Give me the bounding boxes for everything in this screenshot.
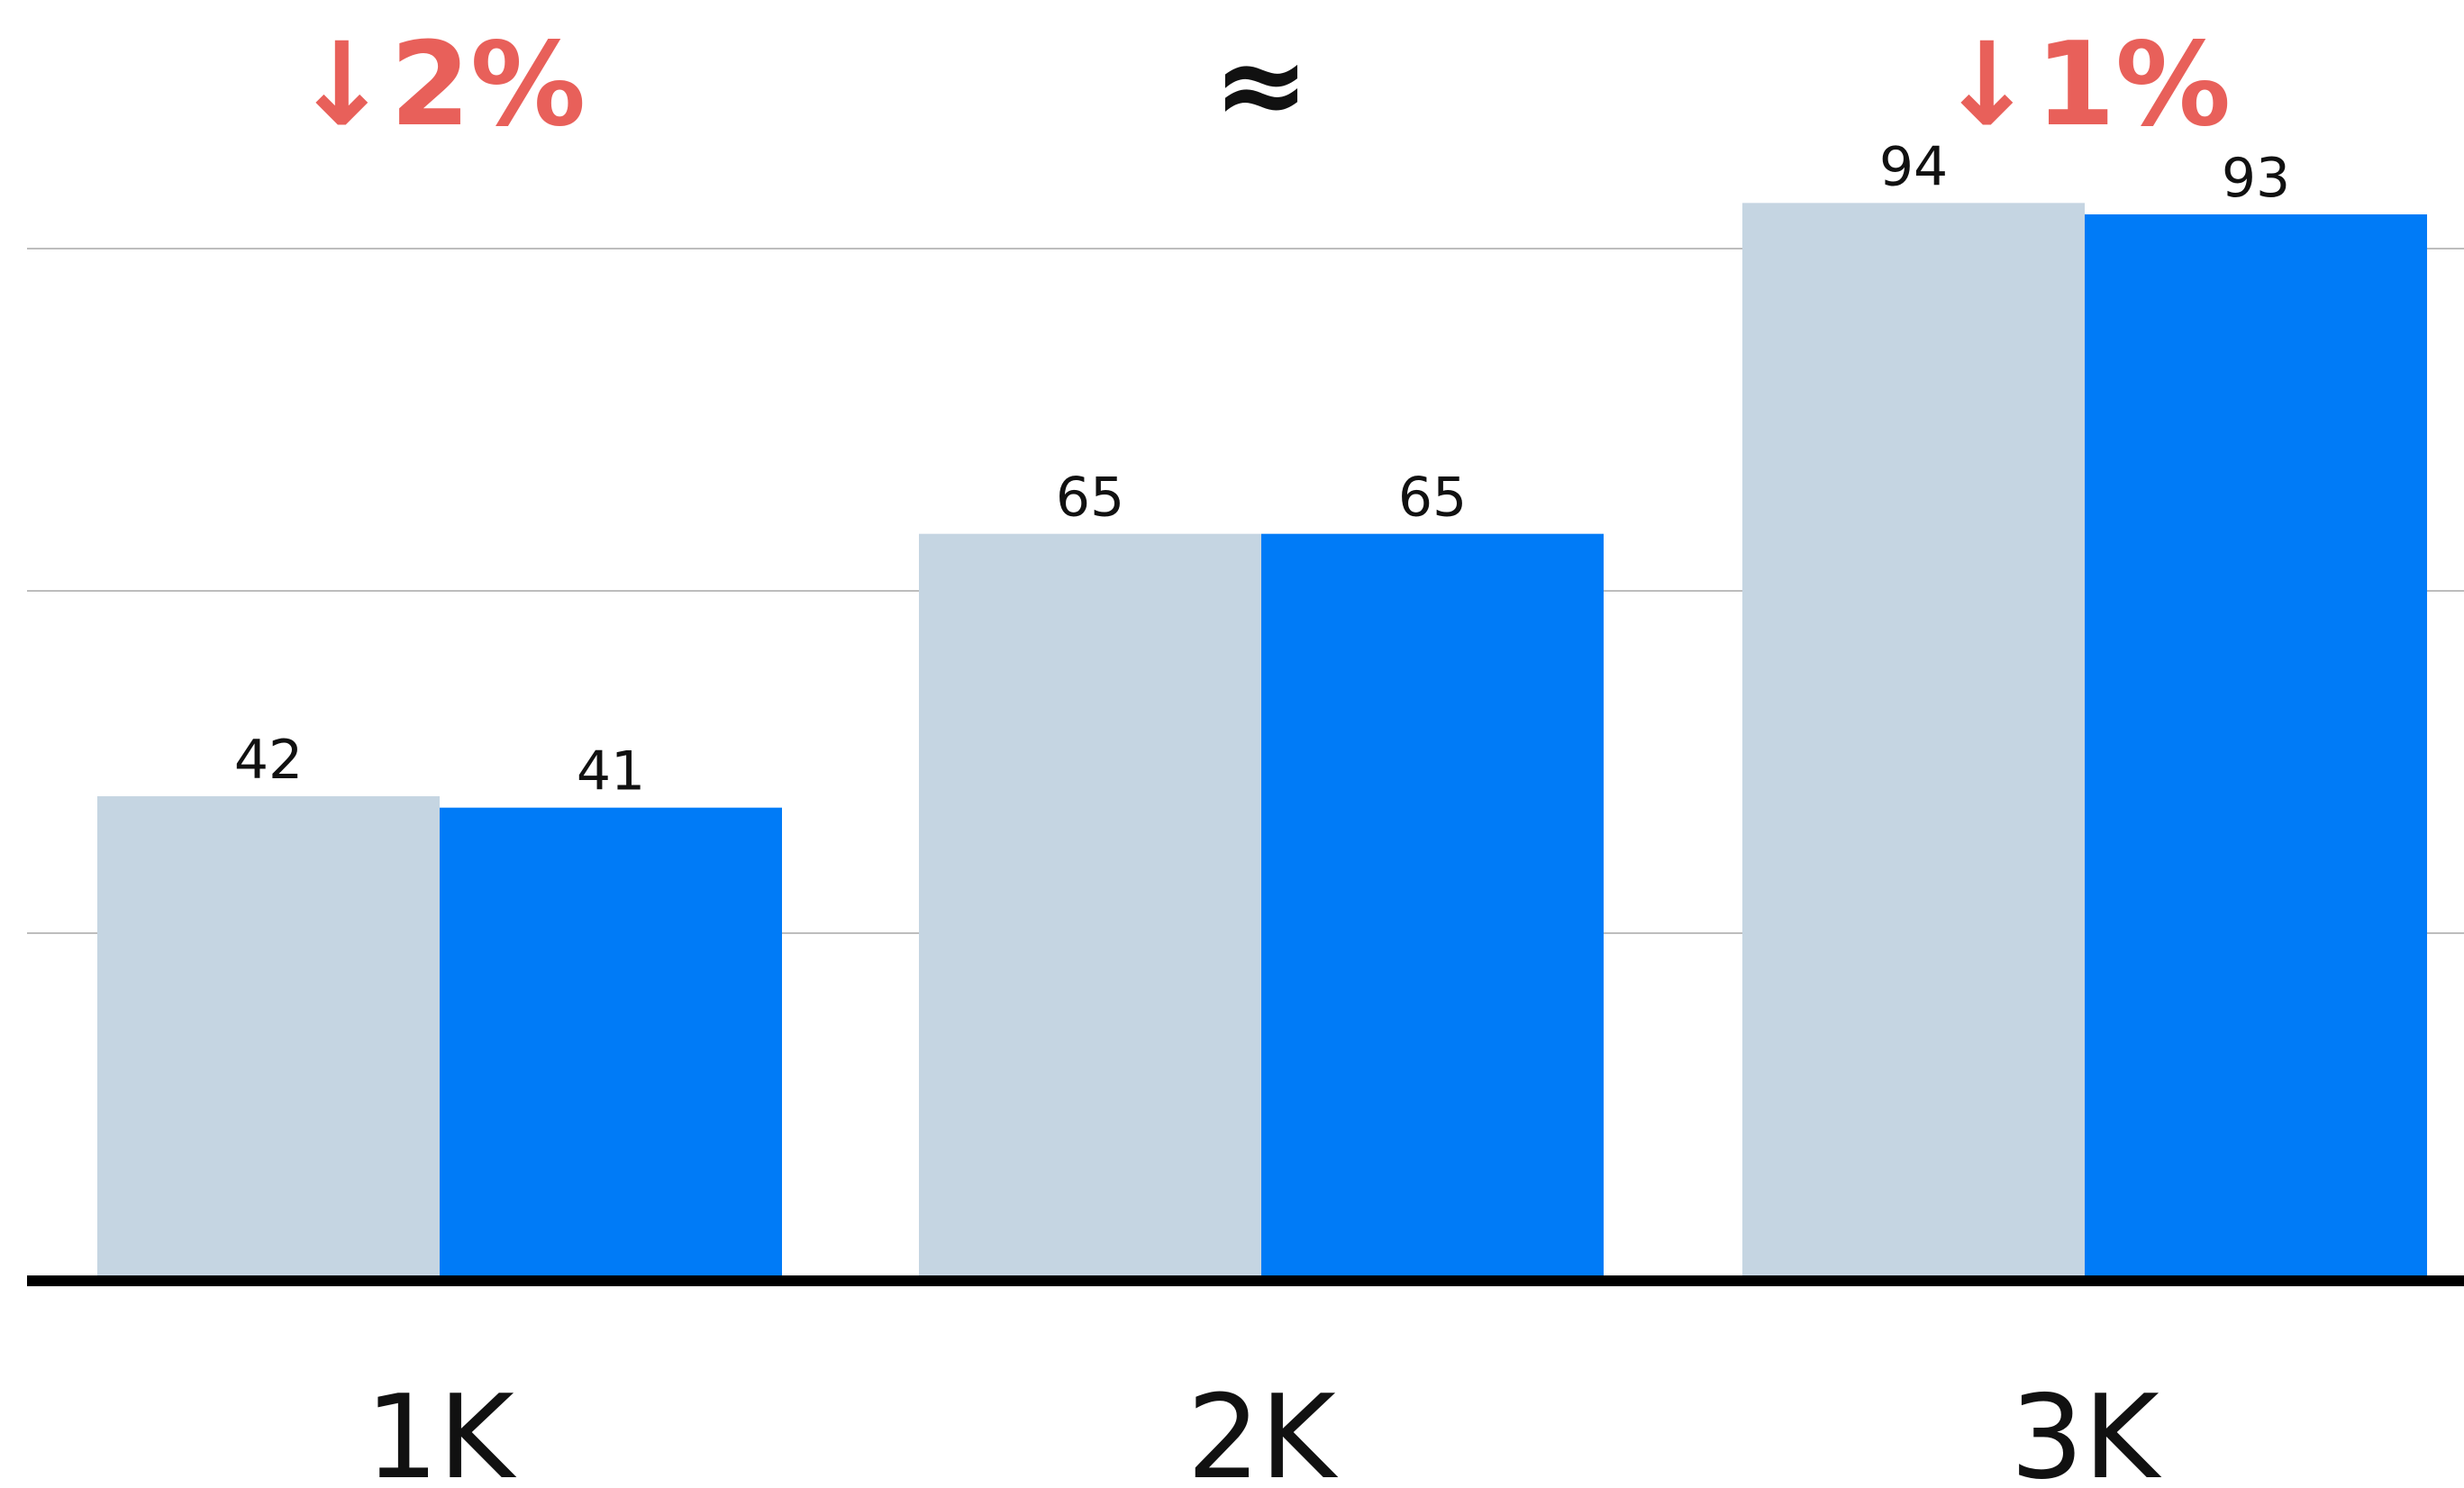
category-label-3K: 3K	[2010, 1371, 2161, 1488]
comparison-label-3K: ↓1%	[1939, 18, 2232, 152]
data-label-1K-series-2: 41	[577, 740, 645, 803]
data-label-3K-series-1: 94	[1879, 135, 1948, 198]
data-label-1K-series-1: 42	[234, 729, 303, 792]
bar-3K-series-1	[1742, 203, 2085, 1275]
data-label-3K-series-2: 93	[2222, 147, 2290, 210]
bar-2K-series-2	[1261, 533, 1604, 1275]
category-label-1K: 1K	[365, 1371, 516, 1488]
bar-3K-series-2	[2085, 214, 2427, 1275]
bar-2K-series-1	[919, 533, 1261, 1275]
data-labels: 42 41 65 65 94 93	[234, 135, 2290, 803]
category-labels: 1K 2K 3K	[365, 1371, 2161, 1488]
comparison-label-1K: ↓2%	[294, 18, 586, 152]
data-label-2K-series-2: 65	[1398, 467, 1467, 530]
comparison-labels: ↓2% ≈ ↓1%	[294, 18, 2232, 152]
comparison-label-2K: ≈	[1213, 18, 1309, 152]
bars	[97, 203, 2427, 1275]
bar-1K-series-2	[440, 807, 782, 1275]
category-label-2K: 2K	[1187, 1371, 1338, 1488]
data-label-2K-series-1: 65	[1056, 467, 1124, 530]
bar-1K-series-1	[97, 796, 440, 1275]
